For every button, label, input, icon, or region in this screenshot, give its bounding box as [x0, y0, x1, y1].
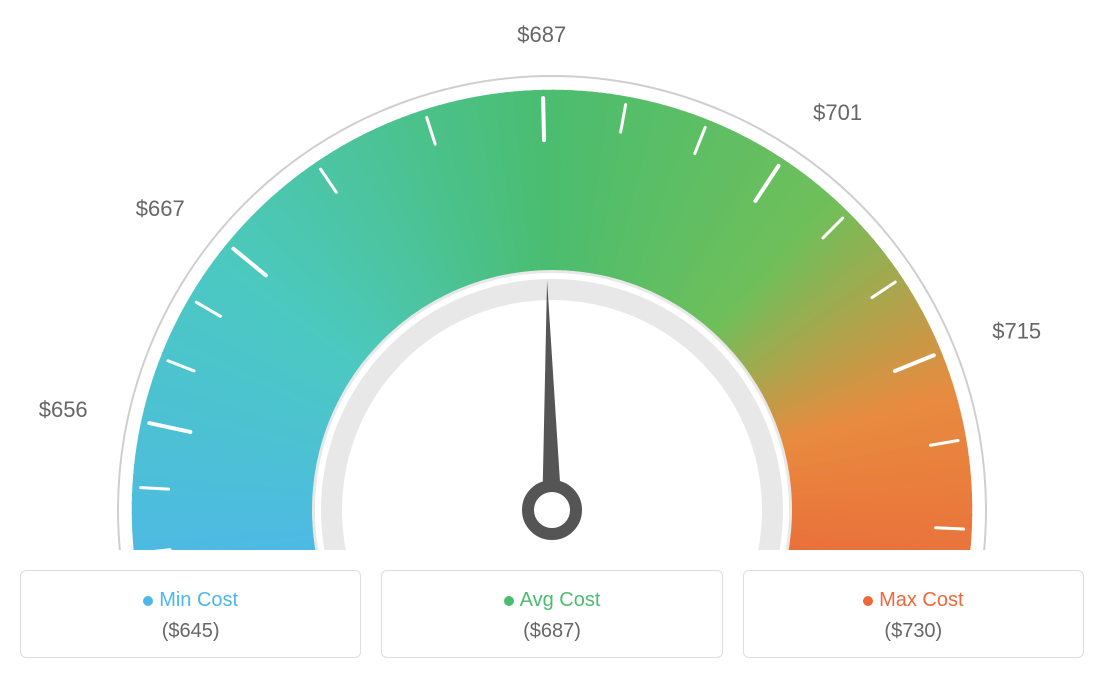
legend-title-avg: Avg Cost	[394, 589, 709, 612]
cost-gauge: $645$656$667$687$701$715$730	[20, 20, 1084, 550]
gauge-needle	[543, 280, 560, 484]
legend-dot-min	[143, 596, 153, 606]
legend-value-min: ($645)	[33, 620, 348, 643]
gauge-tick-minor	[936, 528, 964, 529]
legend-card-max: Max Cost ($730)	[743, 570, 1084, 658]
legend-dot-avg	[504, 596, 514, 606]
gauge-svg: $645$656$667$687$701$715$730	[20, 20, 1084, 550]
legend-title-min-text: Min Cost	[159, 589, 238, 611]
gauge-tick-label: $656	[39, 397, 88, 422]
legend-row: Min Cost ($645) Avg Cost ($687) Max Cost…	[20, 570, 1084, 658]
gauge-tick-label: $687	[517, 22, 566, 47]
gauge-tick-major	[543, 98, 544, 140]
gauge-tick-label: $715	[992, 319, 1041, 344]
legend-title-max-text: Max Cost	[879, 589, 963, 611]
gauge-tick-label: $667	[136, 196, 185, 221]
legend-title-min: Min Cost	[33, 589, 348, 612]
legend-card-min: Min Cost ($645)	[20, 570, 361, 658]
legend-value-max: ($730)	[756, 620, 1071, 643]
legend-value-avg: ($687)	[394, 620, 709, 643]
legend-title-avg-text: Avg Cost	[520, 589, 601, 611]
gauge-needle-hub	[528, 486, 576, 534]
gauge-tick-minor	[141, 488, 169, 490]
legend-card-avg: Avg Cost ($687)	[381, 570, 722, 658]
legend-dot-max	[863, 596, 873, 606]
legend-title-max: Max Cost	[756, 589, 1071, 612]
gauge-tick-label: $701	[813, 100, 862, 125]
